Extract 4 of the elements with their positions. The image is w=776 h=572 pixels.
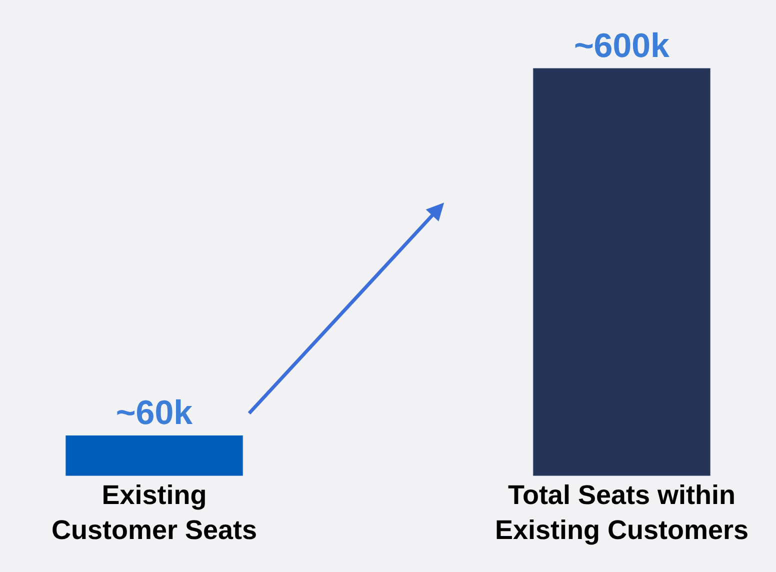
data-label: ~600k	[574, 27, 670, 65]
data-label: ~60k	[116, 394, 193, 432]
x-tick-label: Existing Customer Seats	[51, 480, 258, 546]
x-tick-label: Total Seats within Existing Customers	[494, 480, 749, 546]
